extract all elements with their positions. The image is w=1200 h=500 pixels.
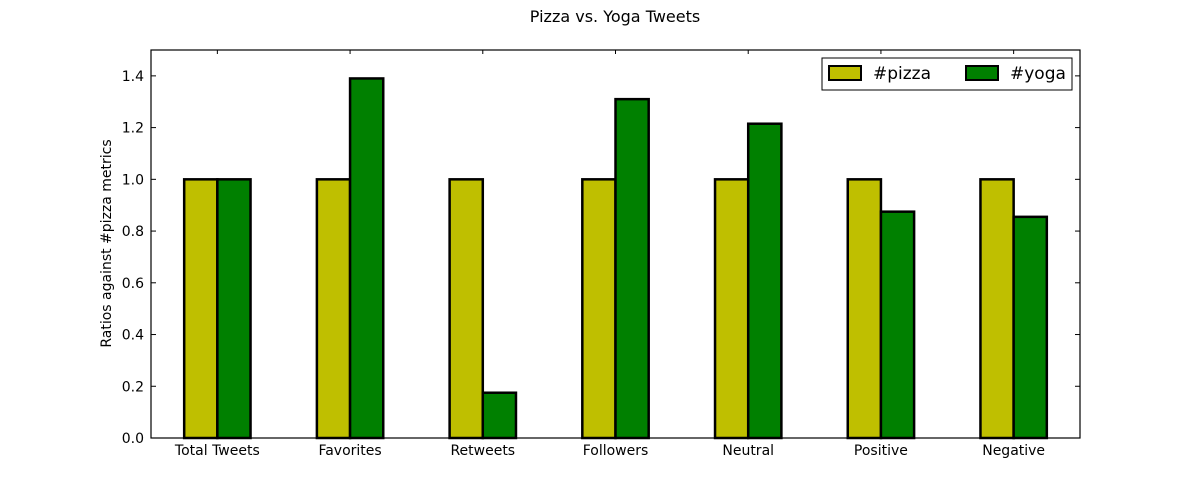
x-tick-label: Retweets	[450, 443, 515, 459]
legend-label-yoga: #yoga	[1010, 64, 1066, 84]
bar-pizza-neutral	[713, 178, 750, 440]
y-tick-label: 0.8	[122, 224, 144, 240]
bar-pizza-followers	[581, 178, 617, 440]
bar-yoga-favorites	[348, 77, 385, 440]
y-tick-label: 1.0	[122, 172, 144, 188]
bar-yoga-total-tweets	[216, 178, 252, 440]
legend: #pizza #yoga	[821, 57, 1073, 91]
bar-yoga-positive	[879, 210, 916, 440]
axis-ticks: Total Tweets Favorites Retweets Followers Ne…	[122, 50, 1080, 459]
y-tick-label: 1.4	[122, 69, 144, 85]
y-tick-label: 0.6	[122, 276, 144, 292]
bar-pizza-negative	[979, 178, 1015, 440]
legend-label-pizza: #pizza	[873, 64, 931, 84]
legend-frame	[821, 57, 1073, 91]
bar-pizza-favorites	[315, 178, 352, 440]
bar-pizza-total-tweets	[182, 178, 219, 440]
legend-swatch-pizza	[828, 65, 862, 81]
x-tick-label: Positive	[854, 443, 908, 459]
x-tick-label: Followers	[583, 443, 649, 459]
y-tick-label: 0.2	[122, 379, 144, 395]
legend-swatch-yoga	[965, 65, 999, 81]
bar-yoga-neutral	[746, 122, 783, 440]
bars	[182, 77, 1049, 440]
y-tick-label: 1.2	[122, 121, 144, 137]
bar-yoga-negative	[1012, 215, 1049, 440]
y-tick-label: 0.4	[122, 328, 144, 344]
y-axis-label: Ratios against #pizza metrics	[99, 139, 115, 347]
x-tick-label: Total Tweets	[174, 443, 260, 459]
x-tick-label: Negative	[982, 443, 1045, 459]
x-tick-label: Favorites	[318, 443, 381, 459]
chart-title: Pizza vs. Yoga Tweets	[530, 7, 700, 26]
bar-yoga-followers	[614, 97, 650, 440]
bar-yoga-retweets	[481, 391, 518, 440]
y-tick-label: 0.0	[122, 431, 144, 447]
x-tick-label: Neutral	[722, 443, 774, 459]
bar-pizza-positive	[846, 178, 883, 440]
bar-pizza-retweets	[448, 178, 485, 440]
